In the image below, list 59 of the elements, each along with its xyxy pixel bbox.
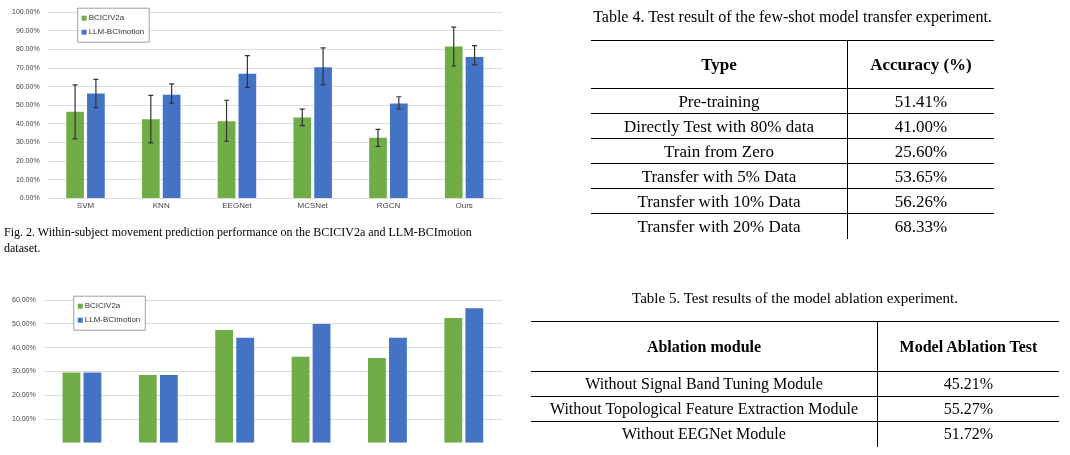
text: 55.27% [877, 396, 1059, 422]
text: 56.26% [847, 188, 994, 214]
bar [369, 137, 387, 198]
x-tick-label: MCSNet [297, 201, 329, 211]
text: Ablation module [645, 336, 763, 357]
text: Model Ablation Test [877, 321, 1059, 372]
text: Transfer with 10% Data [636, 190, 802, 213]
legend-label: LLM-BCImotion [88, 27, 145, 37]
bar [291, 356, 310, 443]
text: Transfer with 5% Data [640, 165, 798, 188]
text: Accuracy (%) [847, 40, 994, 89]
text: Without Signal Band Tuning Module [584, 374, 824, 395]
text: Train from Zero [663, 140, 775, 163]
legend-label: BCICIV2a [84, 301, 121, 311]
x-tick-label: SVM [76, 201, 95, 211]
text: Without EEGNet Module [621, 424, 787, 445]
text: Table 5. Test results of the model ablation experiment. [631, 290, 959, 307]
bar [141, 119, 160, 198]
bar [465, 308, 484, 443]
text: Pre-training [677, 90, 761, 113]
x-tick-label: Ours [455, 201, 473, 211]
caption: Fig. 2. Within-subject movement prediction performance on the BCICIV2a and LLM-BCImotion dataset. [4, 224, 473, 257]
bar [236, 337, 255, 443]
bar [368, 357, 386, 443]
text: 53.65% [847, 163, 994, 189]
text: 51.41% [847, 88, 994, 114]
bar [83, 372, 102, 443]
text: 25.60% [847, 138, 994, 164]
bar [389, 103, 408, 198]
text: Transfer with 20% Data [636, 215, 802, 238]
bar [238, 73, 257, 198]
bar [217, 121, 236, 198]
bar [62, 372, 81, 443]
legend-label: BCICIV2a [88, 13, 125, 23]
text: 45.21% [877, 371, 1059, 397]
bar [159, 375, 178, 443]
text: Without Topological Feature Extraction Module [548, 399, 860, 420]
text: 51.72% [877, 421, 1059, 447]
text: Type [700, 54, 738, 76]
legend-label: LLM-BCImotion [84, 315, 141, 325]
text: 68.33% [847, 213, 994, 239]
x-tick-label: EEGNet [222, 201, 253, 211]
bar [87, 93, 105, 198]
bar [293, 117, 312, 198]
bar [66, 111, 84, 198]
bar [138, 375, 157, 443]
bar [312, 323, 331, 443]
text: Directly Test with 80% data [622, 115, 816, 138]
bar [314, 67, 332, 198]
bar [444, 46, 463, 198]
bar [162, 94, 181, 198]
text: Table 4. Test result of the few-shot model transfer experiment. [592, 8, 993, 26]
x-tick-label: KNN [152, 201, 170, 211]
bar [465, 56, 484, 198]
bar [389, 337, 407, 443]
bar [215, 329, 234, 443]
bar [444, 318, 463, 443]
text: 41.00% [847, 113, 994, 139]
x-tick-label: RGCN [376, 201, 401, 211]
